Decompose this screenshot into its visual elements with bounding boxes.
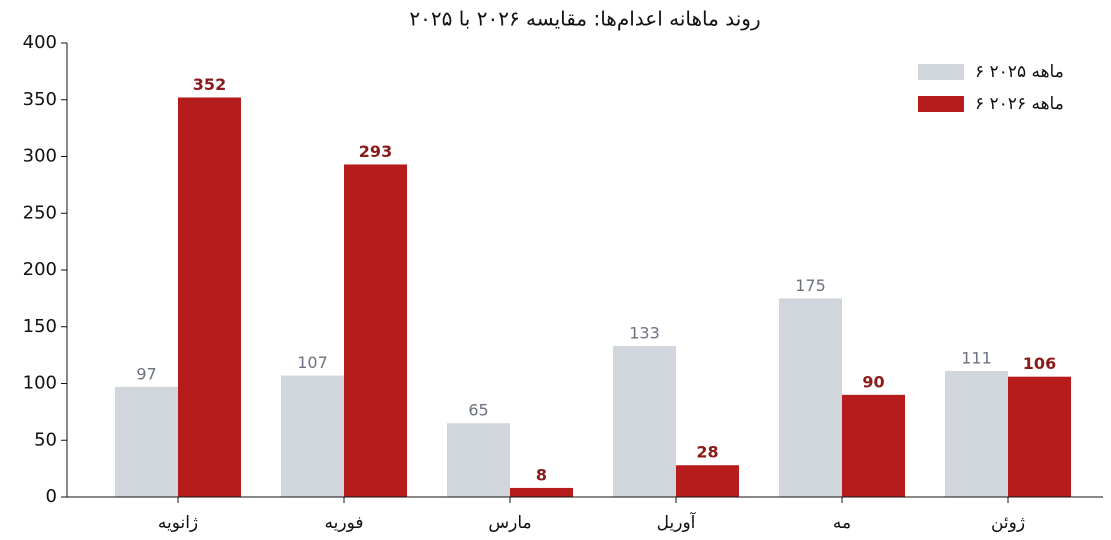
bar <box>945 371 1008 497</box>
bar <box>447 423 510 497</box>
y-tick-label: 50 <box>34 429 57 450</box>
y-tick-label: 150 <box>23 316 57 337</box>
y-tick-label: 100 <box>23 373 57 394</box>
value-label: 293 <box>359 142 392 161</box>
value-label: 90 <box>862 372 884 391</box>
bar <box>1008 376 1071 497</box>
legend-label: ۶ ماهه ۲۰۲۵ <box>975 62 1064 82</box>
bar <box>613 346 676 497</box>
y-tick-label: 300 <box>23 146 57 167</box>
bar <box>510 487 573 497</box>
value-label: 65 <box>468 401 488 420</box>
value-label: 107 <box>297 353 328 372</box>
bar <box>115 386 178 497</box>
bar <box>178 97 241 497</box>
x-tick-label: مه <box>833 513 851 533</box>
value-label: 175 <box>795 276 826 295</box>
value-label: 106 <box>1023 354 1056 373</box>
bar <box>842 394 905 497</box>
legend-label: ۶ ماهه ۲۰۲۶ <box>975 94 1064 114</box>
y-tick-label: 0 <box>46 486 57 507</box>
y-tick-label: 250 <box>23 202 57 223</box>
legend-swatch <box>918 96 964 112</box>
value-label: 133 <box>629 324 660 343</box>
x-tick-label: ژانویه <box>158 513 198 533</box>
x-tick-label: آوریل <box>657 511 697 533</box>
y-tick-label: 200 <box>23 259 57 280</box>
x-tick-label: مارس <box>488 513 531 533</box>
bar <box>281 375 344 497</box>
value-label: 8 <box>536 465 547 484</box>
chart-title: روند ماهانه اعدام‌ها: مقایسه ۲۰۲۶ با ۲۰۲… <box>409 7 760 31</box>
bar <box>779 298 842 497</box>
legend-swatch <box>918 64 964 80</box>
value-label: 28 <box>696 443 718 462</box>
value-label: 352 <box>193 75 226 94</box>
bar <box>676 465 739 497</box>
value-label: 111 <box>961 349 992 368</box>
x-tick-label: ژوئن <box>991 513 1025 533</box>
y-tick-label: 350 <box>23 89 57 110</box>
x-tick-label: فوریه <box>325 513 364 533</box>
bar <box>344 164 407 497</box>
value-label: 97 <box>136 364 156 383</box>
y-tick-label: 400 <box>23 32 57 53</box>
